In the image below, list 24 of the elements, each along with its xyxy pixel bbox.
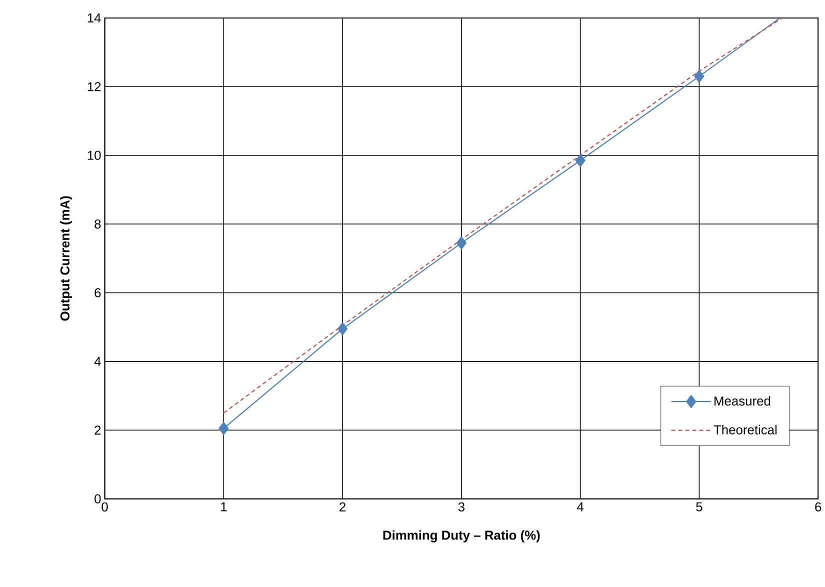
x-tick-label: 2 <box>340 502 346 512</box>
y-axis-title: Output Current (mA) <box>60 196 72 321</box>
y-tick-label: 6 <box>94 288 101 298</box>
legend-label: Theoretical <box>714 425 777 435</box>
y-tick-label: 8 <box>94 220 101 229</box>
x-tick-label: 5 <box>696 502 702 512</box>
legend-label: Measured <box>714 396 770 406</box>
x-tick-label: 3 <box>458 502 464 512</box>
y-tick-label: 10 <box>88 150 101 160</box>
point <box>456 236 466 250</box>
point <box>338 322 348 336</box>
y-tick-label: 4 <box>94 357 101 366</box>
x-tick-label: 4 <box>577 502 584 512</box>
y-tick-label: 2 <box>94 426 101 435</box>
point <box>694 70 704 84</box>
y-tick-label: 14 <box>88 14 101 23</box>
x-tick-label: 6 <box>815 502 822 512</box>
x-axis-title: Dimming Duty – Ratio (%) <box>383 530 540 543</box>
x-tick-label: 1 <box>221 502 227 512</box>
y-tick-label: 0 <box>94 494 101 504</box>
y-tick-label: 12 <box>88 82 101 92</box>
point <box>218 422 229 436</box>
x-tick-label: 0 <box>102 502 108 512</box>
point <box>575 154 586 168</box>
